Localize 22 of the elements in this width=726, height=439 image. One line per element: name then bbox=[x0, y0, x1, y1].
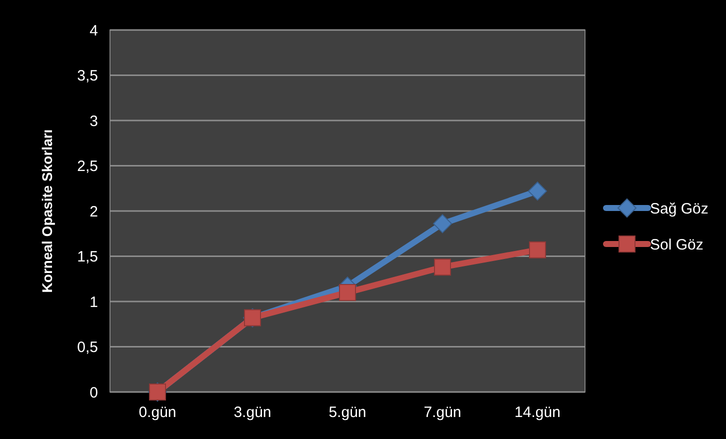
x-tick-label: 3.gün bbox=[234, 404, 272, 421]
x-tick-label: 7.gün bbox=[424, 404, 462, 421]
point bbox=[339, 284, 356, 301]
y-tick-label: 2 bbox=[90, 203, 98, 220]
y-tick-label: 4 bbox=[90, 22, 98, 40]
y-tick-label: 1 bbox=[90, 294, 98, 311]
point bbox=[529, 241, 546, 258]
x-tick-label: 14.gün bbox=[514, 404, 560, 421]
legend-label: Sol Göz bbox=[650, 236, 704, 254]
y-tick-label: 1,5 bbox=[77, 248, 98, 266]
y-tick-label: 3 bbox=[90, 112, 98, 130]
y-tick-label: 2,5 bbox=[77, 158, 98, 175]
y-tick-label: 0,5 bbox=[77, 339, 98, 356]
x-tick-label: 0.gün bbox=[138, 404, 176, 421]
x-tick-label: 5.gün bbox=[328, 404, 366, 421]
y-tick-label: 0 bbox=[90, 384, 98, 402]
legend-label: Sağ Göz bbox=[650, 200, 708, 218]
point bbox=[433, 214, 452, 234]
y-axis-title: Korneal Opasite Skorları bbox=[39, 129, 55, 293]
point bbox=[528, 182, 547, 201]
point bbox=[434, 258, 451, 276]
y-tick-label: 3,5 bbox=[77, 68, 98, 84]
